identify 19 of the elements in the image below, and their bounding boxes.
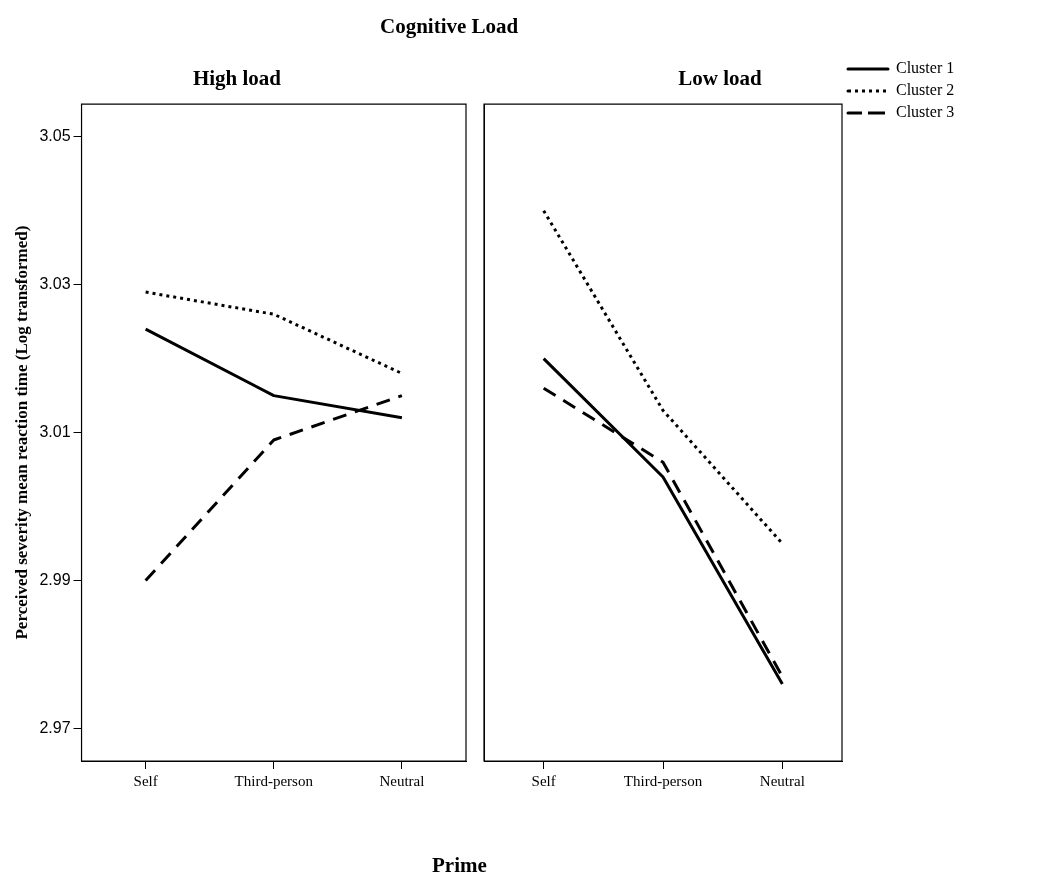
y-tick-label: 3.05 [39, 127, 71, 145]
x-tick-label: Neutral [379, 772, 425, 789]
y-tick-label: 3.01 [39, 423, 71, 441]
y-tick-label: 2.99 [39, 570, 71, 588]
legend-label: Cluster 1 [896, 59, 955, 77]
x-axis-title: Prime [432, 853, 487, 878]
text: Cognitive Load [380, 14, 519, 39]
y-tick-label: 3.03 [39, 275, 71, 293]
y-tick-label: 2.97 [39, 718, 71, 736]
legend-label: Cluster 3 [896, 103, 955, 121]
x-tick-label: Neutral [759, 772, 805, 789]
x-tick-label: Third-person [234, 772, 314, 789]
x-tick-label: Third-person [623, 772, 703, 789]
legend-label: Cluster 2 [896, 81, 955, 99]
x-tick-label: Self [133, 772, 158, 789]
x-tick-label: Self [531, 772, 556, 789]
chart-title: Low load [678, 66, 763, 91]
y-axis-title: Perceived severity mean reaction time (Log transformed) [11, 225, 31, 640]
chart-title: High load [192, 66, 282, 91]
